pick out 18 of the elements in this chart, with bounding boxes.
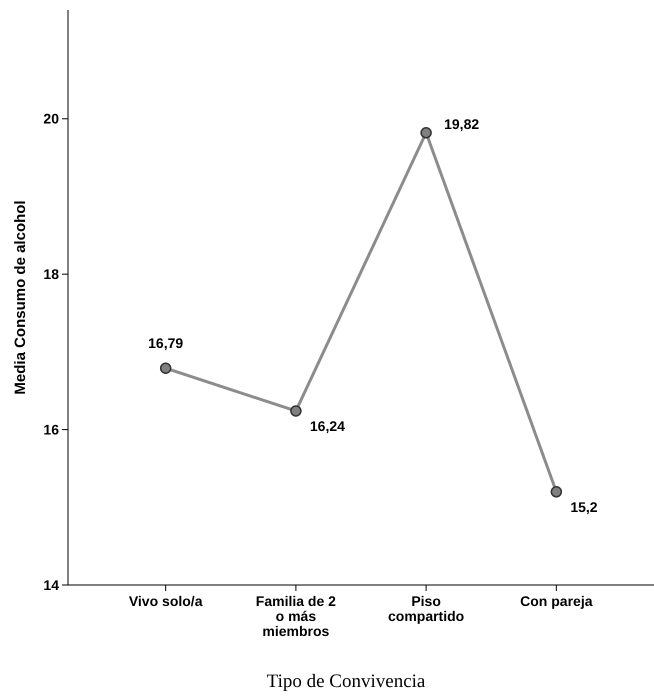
y-axis-title: Media Consumo de alcohol (12, 200, 29, 395)
y-tick-label: 14 (43, 576, 60, 593)
y-tick-label: 16 (43, 421, 60, 438)
x-tick-label: Familia de 2 o más miembros (256, 593, 336, 639)
point (290, 405, 302, 417)
point (550, 486, 562, 498)
x-tick-label: Vivo solo/a (128, 593, 203, 609)
data-label: 15,2 (570, 498, 598, 515)
x-axis-title: Tipo de Convivencia (266, 671, 426, 692)
data-label: 16,79 (148, 335, 184, 352)
y-tick-label: 20 (43, 110, 60, 127)
data-label: 19,82 (444, 116, 480, 132)
point (420, 127, 432, 139)
x-tick-label: Con pareja (520, 593, 593, 609)
point (160, 362, 172, 374)
data-label: 16,24 (310, 418, 346, 434)
x-tick-label: Piso compartido (388, 593, 464, 624)
y-tick-label: 18 (43, 266, 60, 282)
